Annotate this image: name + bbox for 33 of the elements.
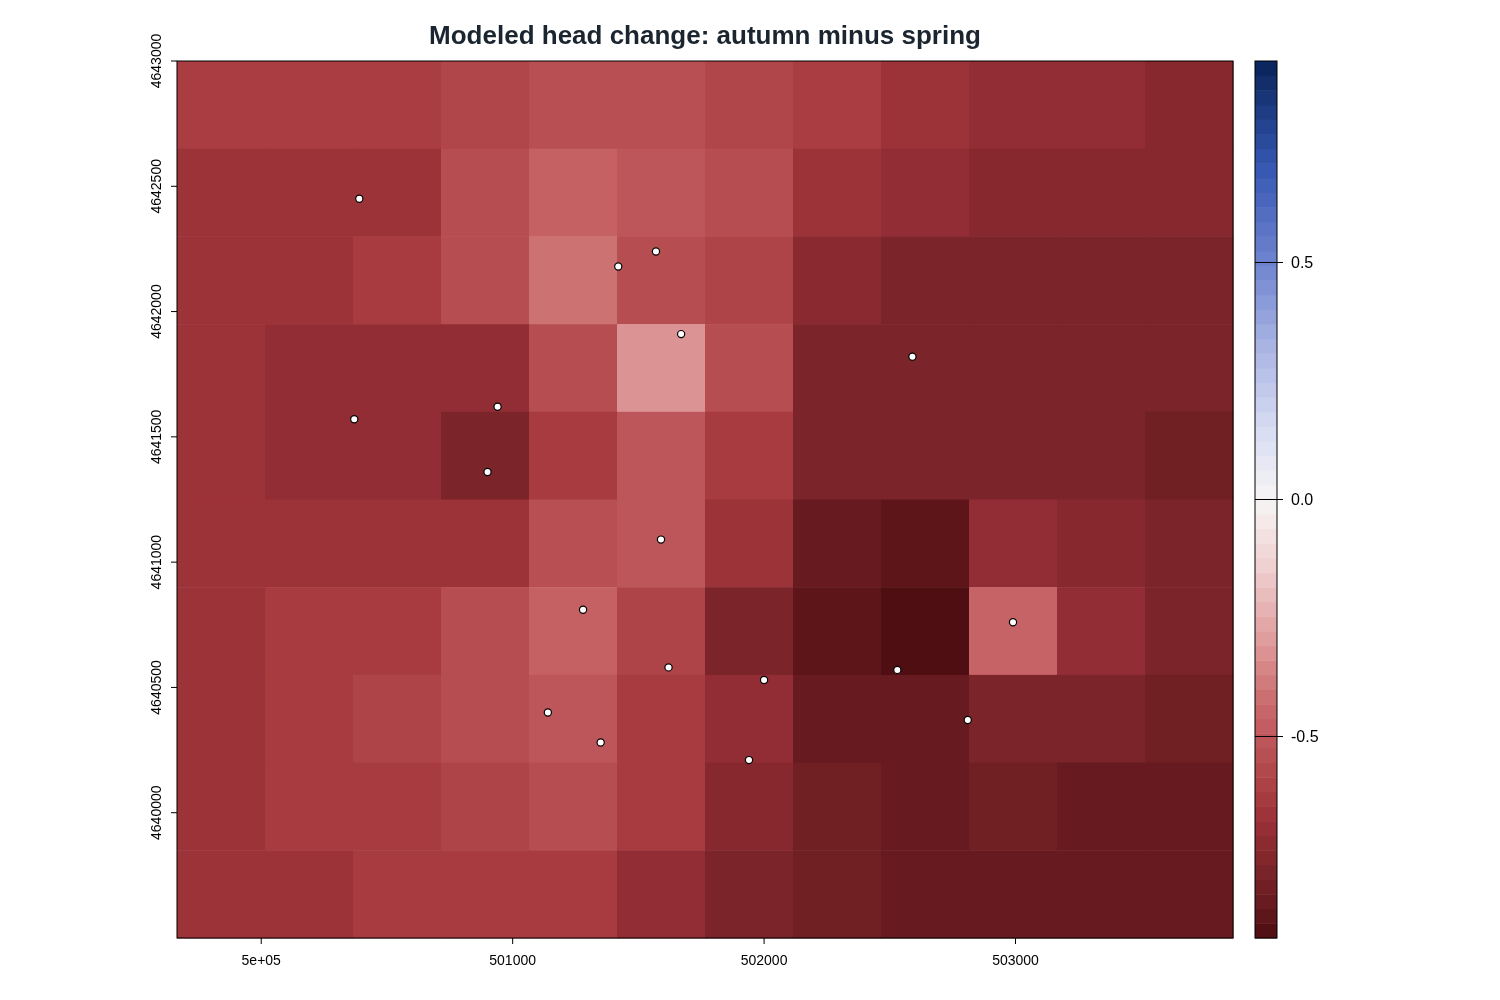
y-tick-label: 4642000	[148, 284, 164, 339]
x-tick-label: 502000	[740, 952, 788, 968]
x-tick-label: 503000	[992, 952, 1040, 968]
point	[493, 402, 502, 411]
point	[1008, 618, 1018, 627]
color-bar-label: 0.5	[1291, 254, 1314, 272]
point	[744, 755, 754, 765]
y-tick-label: 4642500	[148, 158, 164, 214]
color-bar-label: -0.5	[1291, 728, 1319, 746]
point	[355, 194, 364, 204]
point	[350, 415, 359, 424]
point	[596, 738, 605, 747]
point	[614, 262, 623, 271]
y-tick-label: 4641000	[148, 534, 164, 590]
point	[676, 329, 686, 339]
point	[893, 665, 902, 675]
point	[664, 663, 673, 672]
point	[908, 352, 917, 361]
color-bar-label: 0.0	[1291, 491, 1314, 509]
y-tick-label: 4640000	[148, 785, 164, 840]
point	[651, 247, 661, 256]
point	[963, 715, 972, 725]
y-tick-label: 4643000	[148, 33, 164, 89]
point	[578, 605, 588, 614]
point	[543, 708, 553, 717]
point	[759, 675, 769, 685]
chart-title: Modeled head change: autumn minus spring	[429, 20, 981, 50]
point	[483, 467, 492, 477]
y-tick-label: 4640500	[148, 659, 164, 715]
y-tick-label: 4641500	[148, 409, 164, 465]
point	[656, 535, 666, 544]
x-tick-label: 501000	[489, 952, 537, 968]
x-tick-label: 5e+05	[241, 952, 282, 968]
